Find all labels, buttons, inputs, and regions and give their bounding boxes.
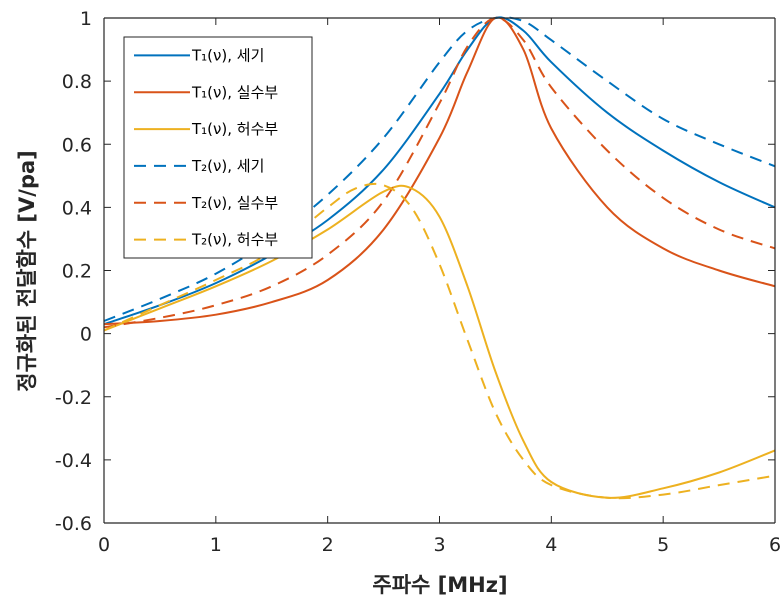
series-line-t2-intensity xyxy=(103,16,776,322)
x-tick-label: 0 xyxy=(98,534,110,556)
y-tick-label: -0.2 xyxy=(55,387,92,409)
y-tick-label: 0.8 xyxy=(62,71,92,93)
series-line-t2-imag xyxy=(103,182,776,500)
legend-label-t2-imag: T₂(ν), 허수부 xyxy=(191,231,278,249)
y-axis-label: 정규화된 전달함수 [V/pa] xyxy=(15,150,39,392)
legend-box xyxy=(123,36,313,259)
y-tick-label: 0.4 xyxy=(62,197,92,219)
legend-label-t1-real: T₁(ν), 실수부 xyxy=(191,83,278,101)
series-layer xyxy=(103,16,776,500)
legend-label-t2-real: T₂(ν), 실수부 xyxy=(191,194,278,212)
series-line-t1-real xyxy=(103,16,776,326)
x-tick-label: 3 xyxy=(433,534,445,556)
legend: T₁(ν), 세기 T₁(ν), 실수부 T₁(ν), 허수부 T₂(ν), 세기 T₂… xyxy=(123,36,313,259)
legend-label-t2-intensity: T₂(ν), 세기 xyxy=(191,157,264,175)
legend-label-t1-imag: T₁(ν), 허수부 xyxy=(191,120,278,138)
x-tick-label: 6 xyxy=(769,534,781,556)
y-tick-label: -0.4 xyxy=(55,450,92,472)
y-tick-label: 0.2 xyxy=(62,261,92,283)
legend-label-t1-intensity: T₁(ν), 세기 xyxy=(191,46,264,64)
y-tick-label: 1 xyxy=(80,8,92,30)
series-line-t1-intensity xyxy=(103,16,776,326)
ticks-layer: 0 1 2 3 4 5 6 -0.6 -0.4 -0.2 0 0.2 0.4 0.6 0.8 1 xyxy=(55,8,781,556)
x-axis-label: 주파수 [MHz] xyxy=(372,573,507,597)
y-tick-label: 0.6 xyxy=(62,134,92,156)
y-tick-label: -0.6 xyxy=(55,513,92,535)
x-tick-label: 2 xyxy=(322,534,334,556)
series-line-t1-imag xyxy=(103,184,776,499)
y-tick-label: 0 xyxy=(80,324,92,346)
x-tick-label: 4 xyxy=(545,534,557,556)
x-tick-label: 1 xyxy=(210,534,222,556)
x-tick-label: 5 xyxy=(657,534,669,556)
series-line-t2-real xyxy=(103,16,776,329)
